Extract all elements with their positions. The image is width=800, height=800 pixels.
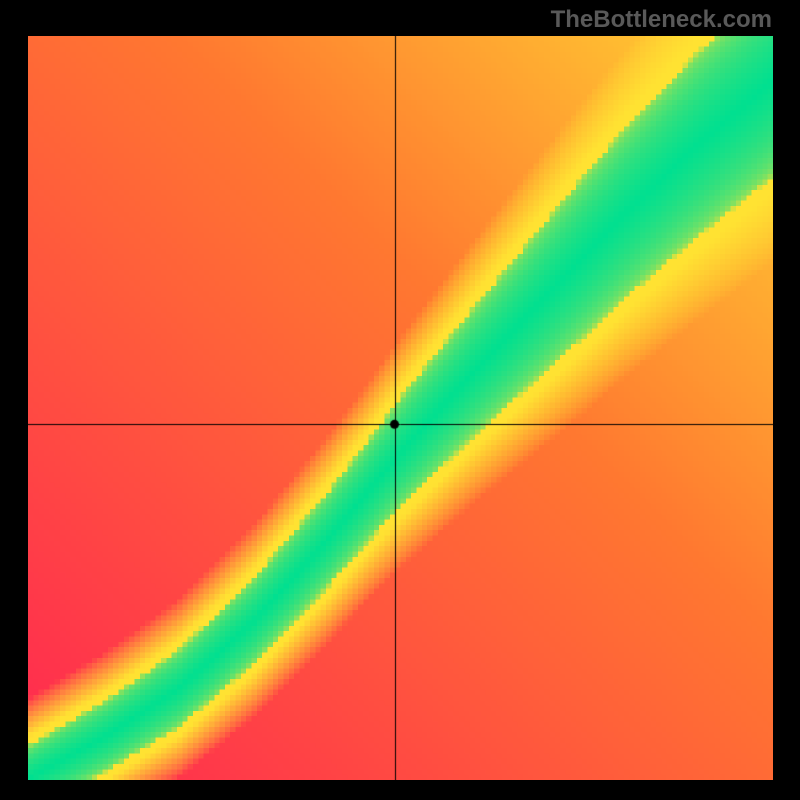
crosshair-overlay <box>28 36 773 780</box>
watermark-text: TheBottleneck.com <box>551 6 772 34</box>
